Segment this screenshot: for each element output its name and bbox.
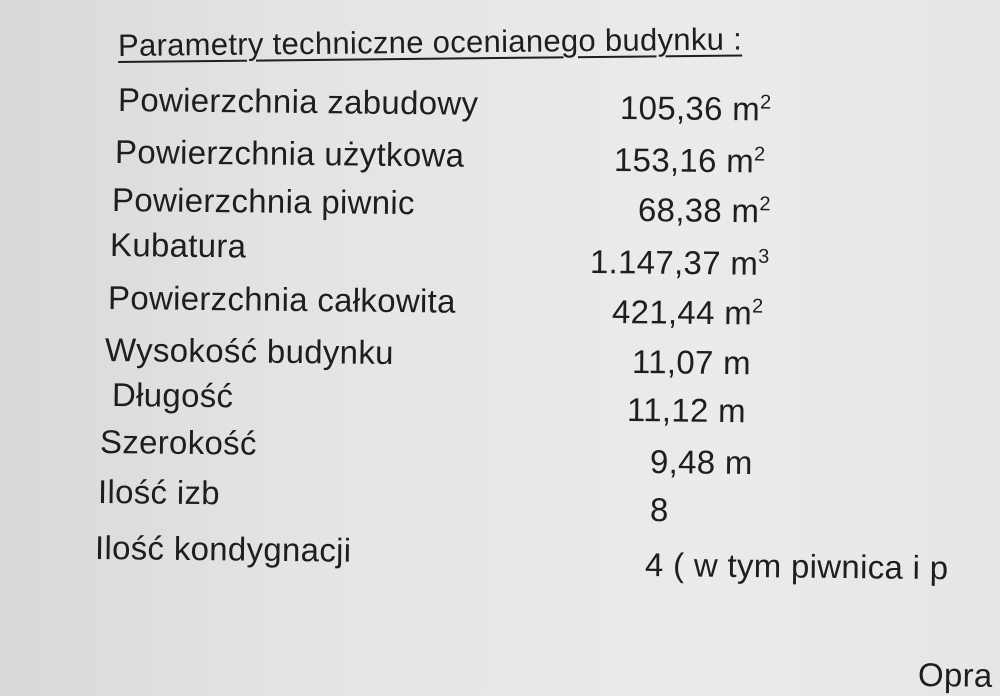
row-label: Szerokość <box>99 423 257 462</box>
row-value: 68,38 m2 <box>638 190 771 231</box>
row-value: 153,16 m2 <box>614 140 766 182</box>
row-value: 105,36 m2 <box>620 88 772 130</box>
row-value: 1.147,37 m3 <box>590 242 770 284</box>
row-label: Ilość kondygnacji <box>94 529 352 569</box>
row-value: 4 ( w tym piwnica i p <box>644 546 949 587</box>
unit-exponent: 2 <box>759 91 772 114</box>
row-label: Powierzchnia całkowita <box>107 279 456 320</box>
unit-exponent: 2 <box>753 143 766 166</box>
row-label: Długość <box>111 376 234 415</box>
value-text: 1.147,37 m <box>589 243 759 282</box>
row-label: Powierzchnia użytkowa <box>114 133 465 174</box>
unit-exponent: 2 <box>759 193 771 216</box>
row-value: 8 <box>649 491 669 529</box>
row-value: 11,07 m <box>631 343 752 382</box>
row-label: Ilość izb <box>97 473 221 512</box>
row-label: Kubatura <box>109 226 247 265</box>
row-value: 11,12 m <box>626 391 747 430</box>
row-label: Powierzchnia zabudowy <box>117 81 479 122</box>
unit-exponent: 3 <box>758 245 770 268</box>
value-text: 153,16 m <box>613 141 755 180</box>
value-text: 105,36 m <box>619 89 761 128</box>
row-label: Wysokość budynku <box>104 331 394 372</box>
row-label: Powierzchnia piwnic <box>111 181 416 222</box>
footer-text-fragment: Opra <box>917 656 993 694</box>
row-value: 421,44 m2 <box>612 292 764 334</box>
value-text: 68,38 m <box>637 191 760 230</box>
row-value: 9,48 m <box>649 443 753 482</box>
value-text: 421,44 m <box>611 293 753 332</box>
section-title: Parametry techniczne ocenianego budynku … <box>117 21 743 63</box>
unit-exponent: 2 <box>751 295 764 318</box>
